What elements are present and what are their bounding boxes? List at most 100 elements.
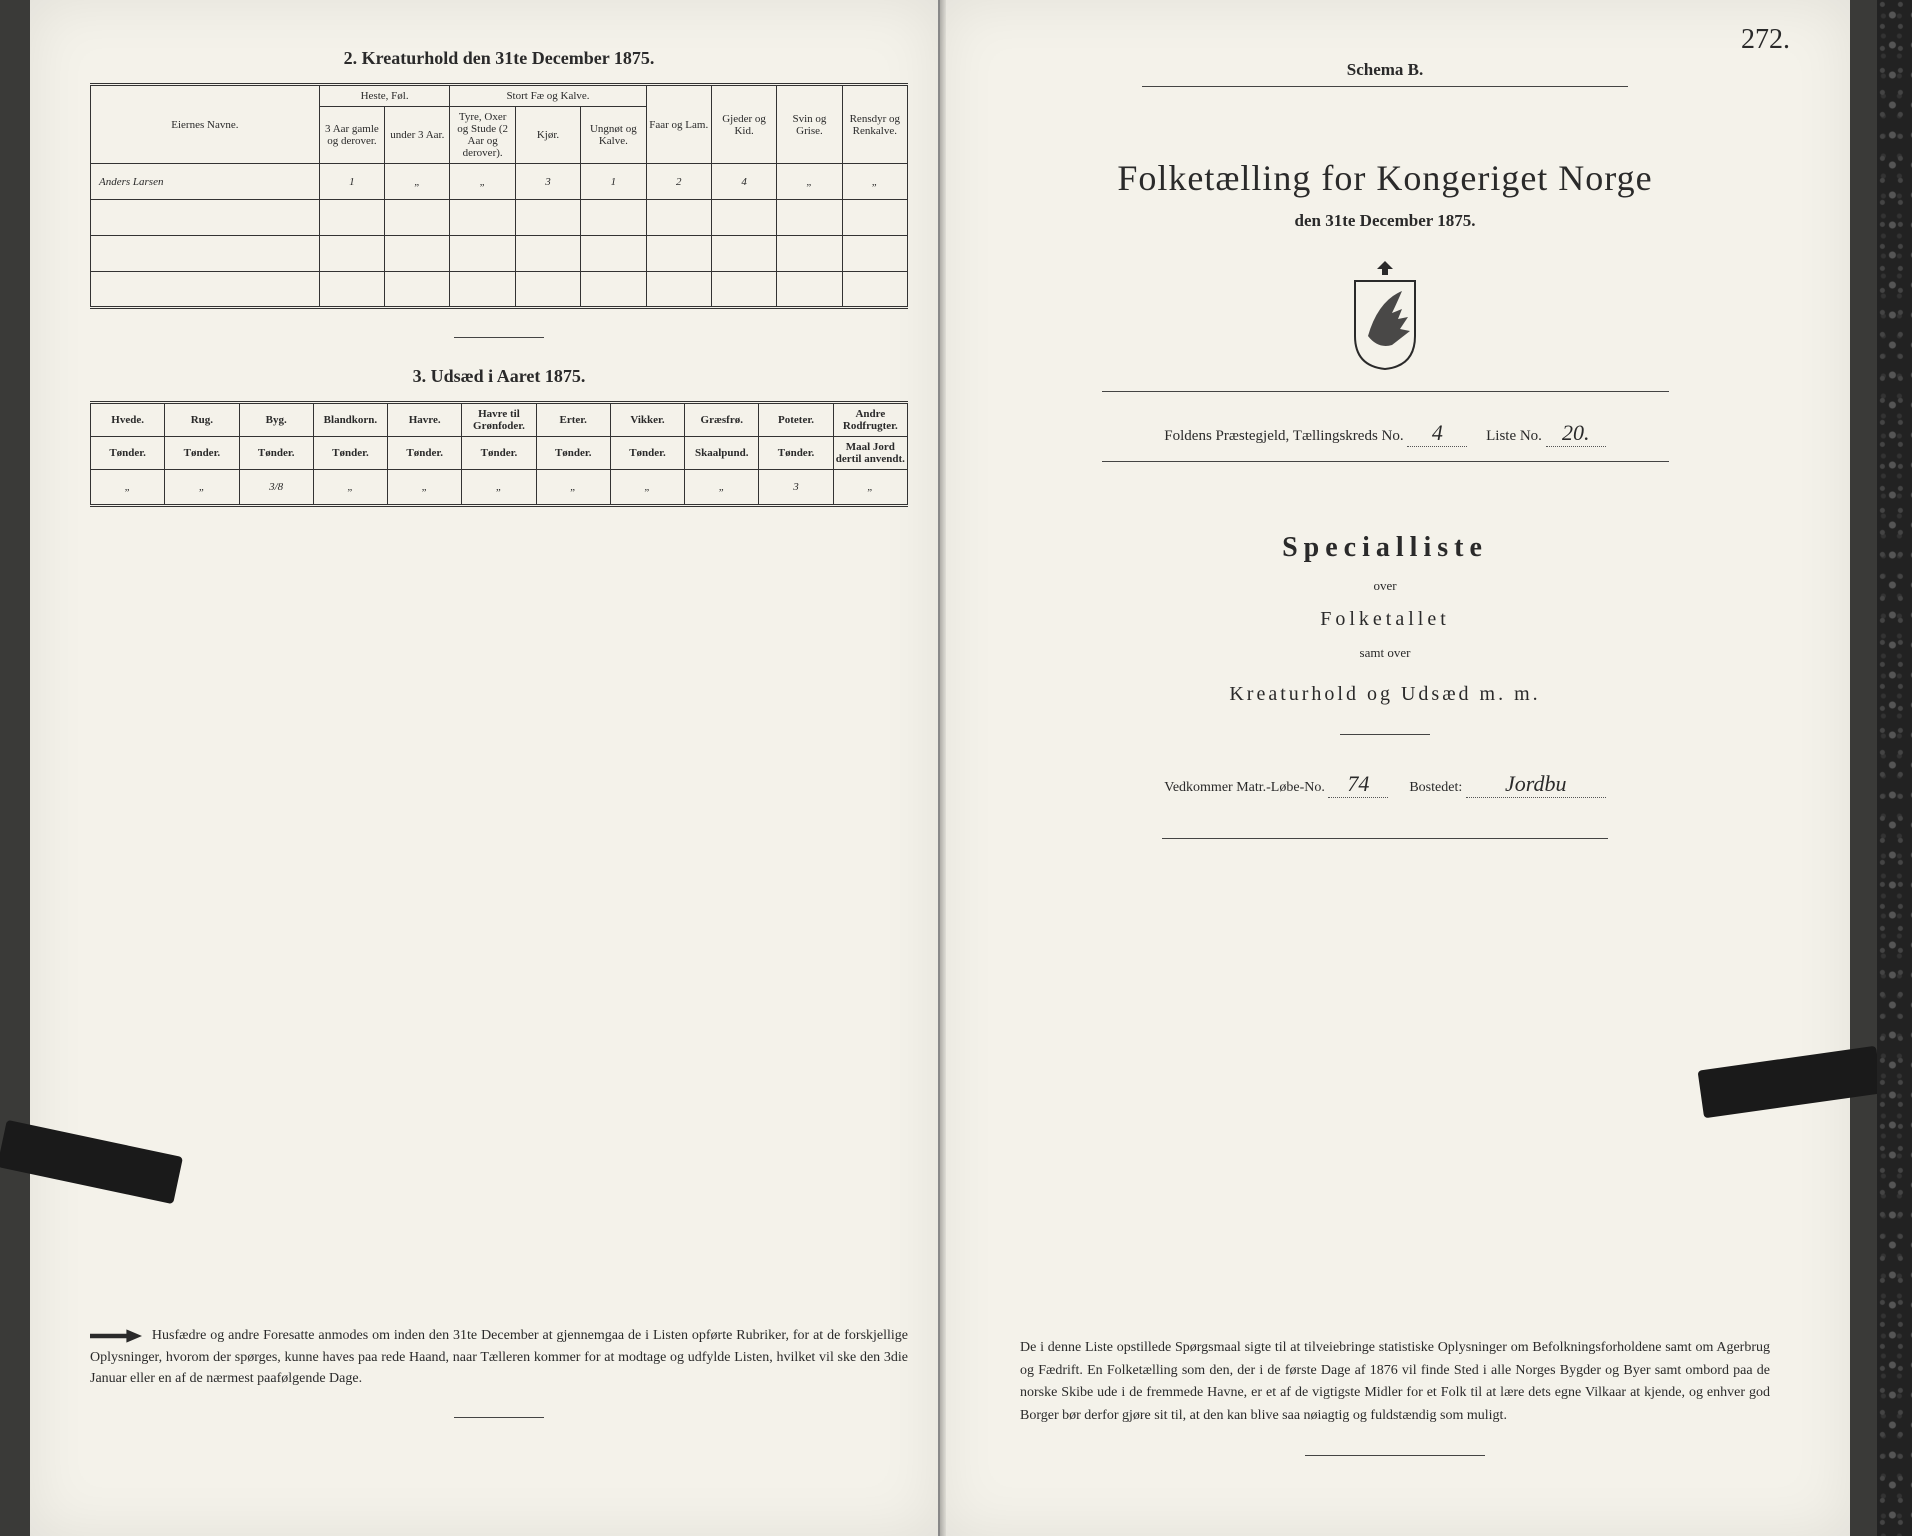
- col: Andre Rodfrugter.: [833, 403, 907, 437]
- sub: Maal Jord dertil anvendt.: [833, 437, 907, 470]
- sub: Tønder.: [165, 437, 239, 470]
- col-svin: Svin og Grise.: [777, 85, 842, 164]
- sub: Skaalpund.: [685, 437, 759, 470]
- col-ungnot: Ungnøt og Kalve.: [581, 107, 646, 164]
- photo-clip-left: [0, 1120, 183, 1204]
- kreaturhold-table: Eiernes Navne. Heste, Føl. Stort Fæ og K…: [90, 83, 908, 309]
- left-page: 2. Kreaturhold den 31te December 1875. E…: [30, 0, 940, 1536]
- sub: Tønder.: [239, 437, 313, 470]
- col: Havre til Grønfoder.: [462, 403, 536, 437]
- cell: „: [842, 164, 907, 200]
- col: Poteter.: [759, 403, 833, 437]
- col-heste-young: under 3 Aar.: [385, 107, 450, 164]
- col-gjed: Gjeder og Kid.: [711, 85, 776, 164]
- section1-title: 2. Kreaturhold den 31te December 1875.: [90, 48, 908, 69]
- col: Hvede.: [91, 403, 165, 437]
- photo-clip-right: [1698, 1046, 1883, 1119]
- cell: 3: [515, 164, 580, 200]
- book-marbled-edge: [1877, 0, 1912, 1536]
- col: Rug.: [165, 403, 239, 437]
- col: Blandkorn.: [313, 403, 387, 437]
- cell: 2: [646, 164, 711, 200]
- matr-no: 74: [1328, 771, 1388, 798]
- sub: Tønder.: [759, 437, 833, 470]
- liste-label: Liste No.: [1486, 428, 1542, 444]
- folketallet-heading: Folketallet: [980, 608, 1790, 631]
- table-row: „ „ 3/8 „ „ „ „ „ „ 3 „: [91, 470, 908, 506]
- schema-label: Schema B.: [980, 60, 1790, 80]
- col: Havre.: [388, 403, 462, 437]
- divider: [1142, 86, 1628, 87]
- matr-label: Vedkommer Matr.-Løbe-No.: [1164, 780, 1325, 795]
- cell: 4: [711, 164, 776, 200]
- sub: Tønder.: [610, 437, 684, 470]
- cell: „: [91, 470, 165, 506]
- over-label-2: samt over: [980, 645, 1790, 661]
- praeste-label: Foldens Præstegjeld, Tællingskreds No.: [1164, 428, 1403, 444]
- cell-owner: Anders Larsen: [91, 164, 320, 200]
- col-faar: Faar og Lam.: [646, 85, 711, 164]
- col: Byg.: [239, 403, 313, 437]
- body-text: De i denne Liste opstillede Spørgsmaal s…: [1020, 1340, 1770, 1422]
- cell: 3/8: [239, 470, 313, 506]
- divider: [1102, 461, 1669, 462]
- kreaturhold-heading: Kreaturhold og Udsæd m. m.: [980, 683, 1790, 706]
- table-row: Anders Larsen 1 „ „ 3 1 2 4 „ „: [91, 164, 908, 200]
- notice-text: Husfædre og andre Foresatte anmodes om i…: [90, 1325, 908, 1446]
- divider: [1305, 1455, 1485, 1456]
- cell: „: [536, 470, 610, 506]
- cell: „: [777, 164, 842, 200]
- census-date: den 31te December 1875.: [980, 211, 1790, 231]
- matr-line: Vedkommer Matr.-Løbe-No. 74 Bostedet: Jo…: [980, 771, 1790, 798]
- divider: [1162, 838, 1608, 839]
- col: Græsfrø.: [685, 403, 759, 437]
- cell: „: [462, 470, 536, 506]
- col-group-heste: Heste, Føl.: [319, 85, 450, 107]
- cell: „: [388, 470, 462, 506]
- sub: Tønder.: [536, 437, 610, 470]
- col: Erter.: [536, 403, 610, 437]
- utsed-table: Hvede. Rug. Byg. Blandkorn. Havre. Havre…: [90, 401, 908, 507]
- right-page: 272. Schema B. Folketælling for Kongerig…: [940, 0, 1850, 1536]
- sub: Tønder.: [91, 437, 165, 470]
- sub: Tønder.: [462, 437, 536, 470]
- sub: Tønder.: [388, 437, 462, 470]
- table-row: [91, 200, 908, 236]
- cell: 3: [759, 470, 833, 506]
- cell: „: [313, 470, 387, 506]
- col-group-fae: Stort Fæ og Kalve.: [450, 85, 646, 107]
- open-book: 2. Kreaturhold den 31te December 1875. E…: [30, 0, 1850, 1536]
- col-owner: Eiernes Navne.: [91, 85, 320, 164]
- cell: „: [685, 470, 759, 506]
- table-row: [91, 236, 908, 272]
- utsed-header-row: Hvede. Rug. Byg. Blandkorn. Havre. Havre…: [91, 403, 908, 437]
- cell: „: [450, 164, 515, 200]
- cell: „: [833, 470, 907, 506]
- cell: „: [165, 470, 239, 506]
- coat-of-arms-icon: [1340, 261, 1430, 371]
- notice-body: Husfædre og andre Foresatte anmodes om i…: [90, 1328, 908, 1386]
- cell: „: [610, 470, 684, 506]
- table-row: [91, 272, 908, 308]
- divider: [1340, 734, 1430, 735]
- divider: [1102, 391, 1669, 392]
- col-rens: Rensdyr og Renkalve.: [842, 85, 907, 164]
- utsed-sub-row: Tønder. Tønder. Tønder. Tønder. Tønder. …: [91, 437, 908, 470]
- bosted-value: Jordbu: [1466, 771, 1606, 798]
- specialliste-heading: Specialliste: [980, 532, 1790, 564]
- sub: Tønder.: [313, 437, 387, 470]
- page-title: Folketælling for Kongeriget Norge: [980, 157, 1790, 199]
- divider: [454, 1417, 544, 1418]
- pointing-hand-icon: [90, 1325, 142, 1347]
- page-number: 272.: [1741, 24, 1790, 56]
- liste-no: 20.: [1546, 420, 1606, 447]
- col: Vikker.: [610, 403, 684, 437]
- body-paragraph: De i denne Liste opstillede Spørgsmaal s…: [1020, 1337, 1770, 1456]
- bosted-label: Bostedet:: [1409, 780, 1462, 795]
- cell: „: [385, 164, 450, 200]
- kreds-no: 4: [1407, 420, 1467, 447]
- col-heste-old: 3 Aar gamle og derover.: [319, 107, 384, 164]
- col-tyre: Tyre, Oxer og Stude (2 Aar og derover).: [450, 107, 515, 164]
- parish-line: Foldens Præstegjeld, Tællingskreds No. 4…: [980, 420, 1790, 447]
- cell: 1: [319, 164, 384, 200]
